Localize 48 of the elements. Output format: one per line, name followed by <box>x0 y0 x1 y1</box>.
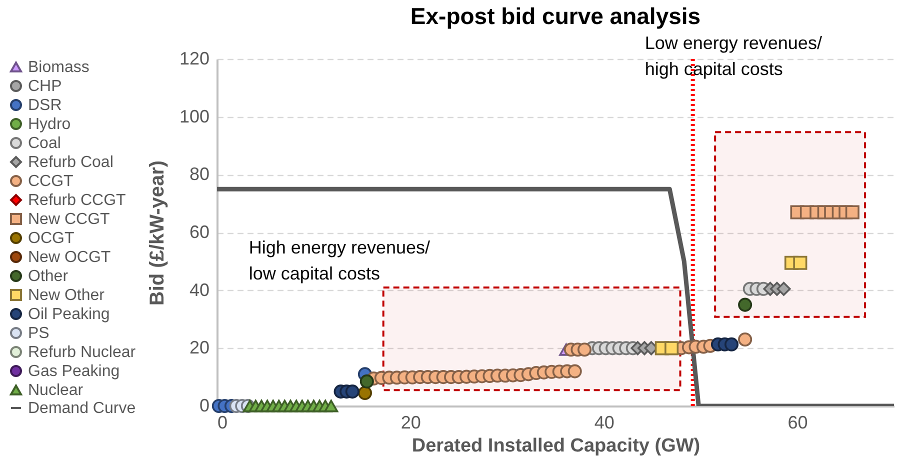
y-tick-label: 20 <box>189 338 210 358</box>
ref-line-label: Low energy revenues/ high capital costs <box>644 33 822 79</box>
point <box>358 386 372 400</box>
legend-label: Oil Peaking <box>28 306 110 323</box>
x-tick-label: 20 <box>400 412 421 432</box>
point <box>724 337 739 352</box>
legend-label: Refurb Coal <box>28 154 114 171</box>
legend-label: Other <box>28 268 69 285</box>
legend-label: OCGT <box>28 230 74 247</box>
point <box>738 332 752 347</box>
x-tick-label: 60 <box>788 412 808 432</box>
x-tick-label: 40 <box>594 412 614 432</box>
legend-label: Biomass <box>28 59 90 76</box>
legend-label: CCGT <box>28 173 74 190</box>
chart-title: Ex-post bid curve analysis <box>410 3 701 29</box>
legend-label: Hydro <box>28 116 71 133</box>
x-axis-title: Derated Installed Capacity (GW) <box>412 436 700 456</box>
legend-label: CHP <box>28 78 62 95</box>
legend-label: Refurb CCGT <box>28 192 126 209</box>
annotation: High energy revenues/ low capital costs <box>248 237 430 284</box>
legend-label: New Other <box>28 287 106 304</box>
point <box>324 400 338 412</box>
legend-label: New OCGT <box>28 249 111 266</box>
y-axis-title: Bid (£/kW-year) <box>146 160 168 306</box>
legend-label: New CCGT <box>28 211 110 228</box>
point <box>664 341 679 356</box>
legend-label: PS <box>28 325 50 342</box>
legend-label: DSR <box>28 97 62 114</box>
y-tick-label: 120 <box>179 48 210 68</box>
point <box>776 282 791 296</box>
x-tick-label: 0 <box>218 412 228 432</box>
legend-label: Nuclear <box>28 382 84 399</box>
point <box>738 298 752 312</box>
legend-label: Gas Peaking <box>28 363 120 380</box>
point <box>345 384 360 399</box>
y-tick-label: 80 <box>189 164 210 184</box>
point <box>360 374 374 388</box>
point <box>577 342 592 357</box>
legend-label: Refurb Nuclear <box>28 344 136 361</box>
y-tick-label: 0 <box>199 396 210 416</box>
legend-label: Demand Curve <box>28 400 136 417</box>
point <box>845 205 860 220</box>
legend-label: Coal <box>28 135 61 152</box>
point <box>568 364 582 378</box>
y-tick-label: 60 <box>189 222 210 242</box>
point <box>793 256 808 270</box>
y-tick-label: 100 <box>179 106 210 126</box>
y-tick-label: 40 <box>189 280 210 300</box>
